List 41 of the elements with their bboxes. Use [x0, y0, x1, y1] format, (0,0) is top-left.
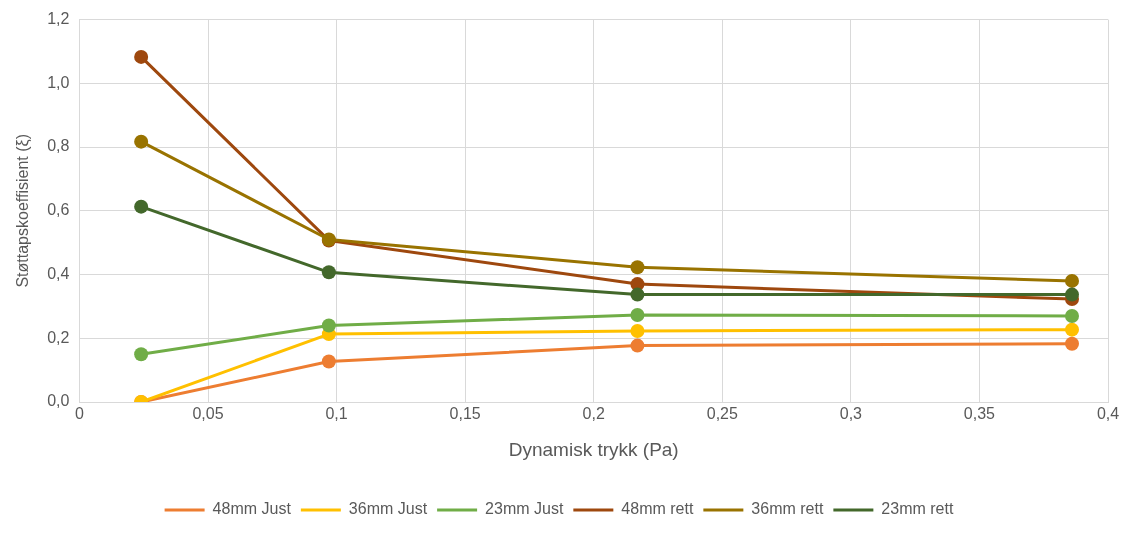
legend-label: 48mm rett: [621, 500, 694, 518]
legend-label: 23mm rett: [881, 500, 954, 518]
x-axis-title: Dynamisk trykk (Pa): [508, 438, 679, 460]
legend-label: 23mm Just: [485, 500, 564, 518]
point: [134, 49, 149, 64]
point: [630, 323, 645, 338]
y-tick-label: 0,0: [47, 392, 70, 410]
legend-label: 36mm Just: [348, 500, 428, 518]
x-tick-label: 0,3: [839, 405, 863, 423]
point: [1065, 287, 1079, 302]
point: [1065, 322, 1079, 337]
point: [630, 287, 645, 302]
y-tick-label: 0,8: [47, 137, 70, 155]
y-tick-label: 1,2: [47, 10, 70, 28]
y-tick-label: 0,2: [47, 328, 70, 346]
point: [134, 134, 149, 149]
point: [630, 308, 645, 322]
x-tick-label: 0,05: [192, 405, 224, 423]
y-tick-label: 0,4: [47, 264, 70, 282]
point: [630, 338, 645, 353]
y-tick-label: 1,0: [47, 73, 70, 91]
y-tick-label: 0,6: [47, 201, 70, 219]
y-axis-title: Støttapskoeffisient (ξ): [14, 134, 33, 288]
x-tick-label: 0,4: [1096, 405, 1120, 423]
point: [1065, 308, 1079, 323]
x-tick-label: 0,1: [325, 405, 348, 423]
point: [321, 265, 336, 280]
legend-label: 48mm Just: [212, 500, 292, 518]
point: [1065, 336, 1079, 351]
x-tick-label: 0,15: [449, 405, 481, 423]
point: [1065, 273, 1079, 288]
x-tick-label: 0,25: [706, 405, 738, 423]
x-tick-label: 0: [74, 405, 84, 423]
x-tick-label: 0,35: [963, 405, 996, 423]
point: [321, 354, 336, 369]
point: [134, 347, 149, 362]
legend-label: 36mm rett: [751, 500, 824, 518]
point: [134, 199, 149, 214]
point: [630, 260, 645, 275]
point: [321, 318, 336, 333]
x-tick-label: 0,2: [582, 405, 605, 423]
